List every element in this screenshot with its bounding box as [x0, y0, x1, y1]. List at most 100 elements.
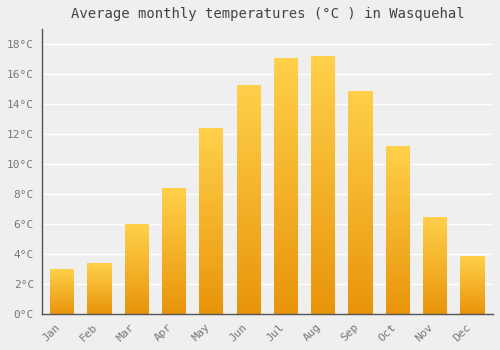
- Bar: [124, 273, 149, 274]
- Bar: [348, 215, 372, 216]
- Bar: [311, 288, 336, 289]
- Bar: [423, 267, 448, 268]
- Bar: [162, 189, 186, 190]
- Bar: [348, 92, 372, 93]
- Bar: [274, 150, 298, 151]
- Bar: [348, 300, 372, 301]
- Bar: [274, 127, 298, 128]
- Bar: [423, 252, 448, 253]
- Bar: [311, 177, 336, 178]
- Bar: [348, 230, 372, 231]
- Bar: [386, 158, 410, 159]
- Bar: [124, 270, 149, 271]
- Bar: [386, 275, 410, 276]
- Bar: [274, 60, 298, 61]
- Bar: [386, 217, 410, 218]
- Bar: [348, 264, 372, 265]
- Bar: [199, 165, 224, 166]
- Bar: [274, 304, 298, 305]
- Bar: [236, 214, 261, 215]
- Bar: [199, 177, 224, 178]
- Bar: [348, 195, 372, 196]
- Bar: [236, 203, 261, 204]
- Bar: [348, 224, 372, 225]
- Bar: [311, 175, 336, 176]
- Bar: [386, 180, 410, 181]
- Bar: [386, 207, 410, 208]
- Bar: [348, 190, 372, 191]
- Bar: [199, 236, 224, 237]
- Bar: [124, 264, 149, 265]
- Bar: [423, 284, 448, 285]
- Bar: [236, 194, 261, 195]
- Bar: [199, 296, 224, 297]
- Bar: [274, 255, 298, 256]
- Bar: [386, 245, 410, 246]
- Bar: [162, 282, 186, 283]
- Bar: [311, 240, 336, 242]
- Bar: [311, 162, 336, 163]
- Bar: [199, 284, 224, 285]
- Bar: [348, 132, 372, 133]
- Bar: [423, 239, 448, 240]
- Bar: [311, 96, 336, 97]
- Bar: [236, 184, 261, 186]
- Bar: [423, 297, 448, 298]
- Bar: [311, 168, 336, 169]
- Bar: [311, 198, 336, 199]
- Bar: [274, 122, 298, 123]
- Bar: [311, 264, 336, 265]
- Bar: [274, 301, 298, 302]
- Bar: [236, 211, 261, 212]
- Bar: [199, 175, 224, 176]
- Bar: [311, 220, 336, 221]
- Bar: [236, 100, 261, 102]
- Bar: [386, 296, 410, 297]
- Bar: [348, 212, 372, 214]
- Bar: [348, 171, 372, 172]
- Bar: [274, 201, 298, 202]
- Bar: [124, 288, 149, 289]
- Bar: [199, 214, 224, 215]
- Bar: [162, 249, 186, 250]
- Bar: [199, 243, 224, 244]
- Bar: [162, 273, 186, 274]
- Bar: [386, 215, 410, 216]
- Bar: [423, 281, 448, 282]
- Bar: [162, 251, 186, 252]
- Bar: [199, 304, 224, 305]
- Bar: [311, 214, 336, 215]
- Bar: [311, 78, 336, 79]
- Bar: [236, 273, 261, 274]
- Bar: [236, 143, 261, 144]
- Bar: [236, 300, 261, 301]
- Bar: [423, 250, 448, 251]
- Bar: [348, 293, 372, 294]
- Bar: [348, 105, 372, 106]
- Bar: [236, 183, 261, 184]
- Bar: [274, 254, 298, 255]
- Bar: [236, 131, 261, 132]
- Bar: [236, 133, 261, 134]
- Bar: [311, 193, 336, 194]
- Bar: [274, 66, 298, 68]
- Bar: [236, 313, 261, 314]
- Bar: [386, 204, 410, 205]
- Bar: [124, 265, 149, 266]
- Bar: [348, 251, 372, 253]
- Bar: [162, 213, 186, 214]
- Bar: [199, 141, 224, 142]
- Bar: [274, 84, 298, 86]
- Bar: [386, 242, 410, 243]
- Bar: [274, 233, 298, 235]
- Bar: [236, 165, 261, 166]
- Bar: [386, 186, 410, 187]
- Bar: [423, 255, 448, 256]
- Bar: [348, 278, 372, 279]
- Bar: [348, 104, 372, 105]
- Bar: [124, 291, 149, 292]
- Bar: [386, 263, 410, 264]
- Bar: [274, 217, 298, 218]
- Bar: [124, 226, 149, 227]
- Bar: [348, 153, 372, 154]
